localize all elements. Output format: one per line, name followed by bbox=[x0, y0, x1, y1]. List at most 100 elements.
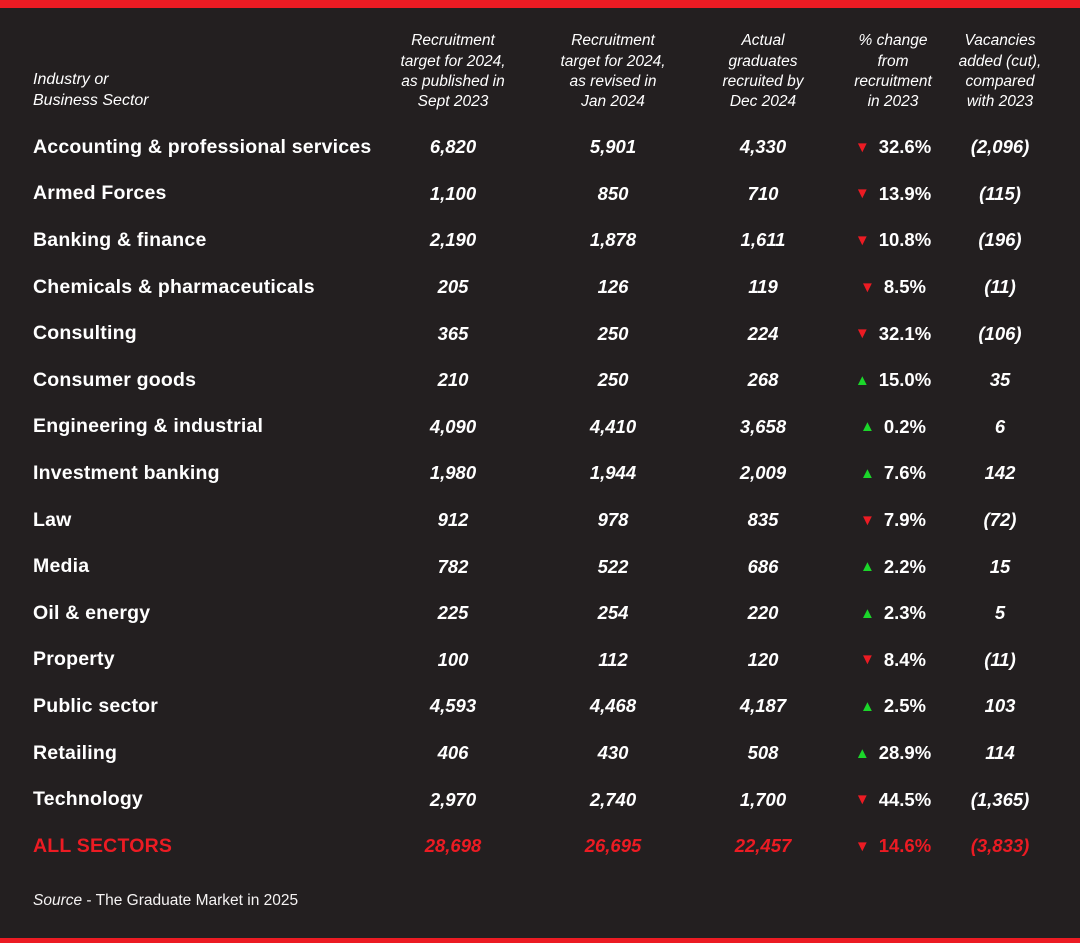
target-revised-value: 126 bbox=[597, 276, 629, 298]
table-row: Law 912 978 835 ▼ 7.9% (72) bbox=[33, 497, 1047, 544]
percent-change-value: 32.1% bbox=[878, 322, 932, 344]
actual-recruited-value: 686 bbox=[747, 555, 779, 577]
sector-label: Technology bbox=[33, 788, 143, 811]
vacancies-value: 5 bbox=[994, 602, 1006, 624]
sector-label: Consumer goods bbox=[33, 368, 197, 391]
vacancies-value: 142 bbox=[984, 462, 1016, 484]
target-published-value: 205 bbox=[437, 276, 469, 298]
target-published-value: 4,090 bbox=[429, 415, 477, 437]
target-published-value: 782 bbox=[437, 555, 469, 577]
vacancies-value: (196) bbox=[978, 229, 1022, 251]
percent-change-value: 7.9% bbox=[883, 509, 927, 531]
vacancies-value: 114 bbox=[985, 742, 1015, 764]
vacancies-value: (3,833) bbox=[970, 835, 1030, 857]
triangle-down-icon: ▼ bbox=[854, 185, 870, 203]
target-published-value: 912 bbox=[437, 509, 469, 531]
percent-change-value: 15.0% bbox=[878, 369, 932, 391]
vacancies-value: (11) bbox=[984, 276, 1016, 298]
actual-recruited-value: 508 bbox=[747, 742, 779, 764]
target-revised-value: 4,468 bbox=[589, 695, 637, 717]
percent-change-value: 10.8% bbox=[878, 229, 932, 251]
target-revised-value: 1,878 bbox=[589, 229, 637, 251]
triangle-up-icon: ▲ bbox=[859, 558, 875, 576]
percent-change-cell: ▲ 0.2% bbox=[833, 416, 953, 438]
actual-recruited-value: 22,457 bbox=[734, 835, 792, 857]
triangle-down-icon: ▼ bbox=[859, 511, 875, 529]
percent-change-value: 8.4% bbox=[883, 648, 927, 670]
column-header-target-revised: Recruitment target for 2024, as revised … bbox=[560, 32, 666, 110]
actual-recruited-value: 3,658 bbox=[739, 415, 787, 437]
target-revised-value: 1,944 bbox=[589, 462, 637, 484]
target-published-value: 100 bbox=[437, 648, 469, 670]
sector-label: Banking & finance bbox=[33, 228, 207, 251]
target-revised-value: 254 bbox=[597, 602, 629, 624]
triangle-down-icon: ▼ bbox=[859, 651, 875, 669]
vacancies-value: 35 bbox=[989, 369, 1011, 391]
graduate-market-table: Industry or Business Sector Recruitment … bbox=[33, 8, 1047, 910]
table-row: Accounting & professional services 6,820 5… bbox=[33, 124, 1047, 171]
triangle-down-icon: ▼ bbox=[854, 138, 870, 156]
sector-label: Consulting bbox=[33, 322, 137, 345]
triangle-up-icon: ▲ bbox=[859, 604, 875, 622]
sector-label: Media bbox=[33, 555, 90, 578]
triangle-down-icon: ▼ bbox=[854, 325, 870, 343]
triangle-up-icon: ▲ bbox=[859, 697, 875, 715]
table-row: Public sector 4,593 4,468 4,187 ▲ 2.5% 103 bbox=[33, 683, 1047, 730]
percent-change-value: 32.6% bbox=[878, 136, 932, 158]
target-published-value: 2,970 bbox=[429, 788, 477, 810]
sector-label: Law bbox=[33, 508, 72, 531]
source-label: Source bbox=[33, 891, 83, 909]
target-revised-value: 4,410 bbox=[589, 415, 637, 437]
percent-change-value: 44.5% bbox=[878, 788, 932, 810]
vacancies-value: 15 bbox=[989, 555, 1011, 577]
target-revised-value: 112 bbox=[598, 648, 628, 670]
sector-label: ALL SECTORS bbox=[33, 834, 173, 857]
actual-recruited-value: 224 bbox=[747, 322, 779, 344]
target-published-value: 406 bbox=[437, 742, 469, 764]
target-revised-value: 2,740 bbox=[589, 788, 637, 810]
target-revised-value: 430 bbox=[597, 742, 629, 764]
percent-change-cell: ▼ 8.4% bbox=[833, 649, 953, 671]
target-published-value: 4,593 bbox=[429, 695, 477, 717]
percent-change-cell: ▲ 15.0% bbox=[833, 369, 953, 391]
sector-label: Accounting & professional services bbox=[33, 135, 372, 158]
percent-change-value: 2.3% bbox=[883, 602, 927, 624]
target-published-value: 6,820 bbox=[429, 136, 477, 158]
percent-change-cell: ▼ 8.5% bbox=[833, 276, 953, 298]
percent-change-cell: ▼ 32.1% bbox=[833, 323, 953, 345]
percent-change-cell: ▼ 14.6% bbox=[833, 835, 953, 857]
actual-recruited-value: 1,611 bbox=[740, 229, 786, 251]
percent-change-cell: ▼ 13.9% bbox=[833, 183, 953, 205]
triangle-up-icon: ▲ bbox=[859, 464, 875, 482]
sector-label: Investment banking bbox=[33, 461, 220, 484]
percent-change-value: 14.6% bbox=[878, 835, 932, 857]
triangle-up-icon: ▲ bbox=[859, 418, 875, 436]
triangle-down-icon: ▼ bbox=[859, 278, 875, 296]
column-header-actual-recruited: Actual graduates recruited by Dec 2024 bbox=[722, 32, 804, 110]
percent-change-value: 13.9% bbox=[878, 182, 932, 204]
source-text: - The Graduate Market in 2025 bbox=[82, 891, 299, 909]
table-body: Accounting & professional services 6,820 5… bbox=[33, 124, 1047, 870]
target-revised-value: 978 bbox=[597, 509, 629, 531]
actual-recruited-value: 1,700 bbox=[739, 788, 787, 810]
percent-change-cell: ▼ 7.9% bbox=[833, 509, 953, 531]
target-published-value: 2,190 bbox=[429, 229, 477, 251]
column-header-target-published: Recruitment target for 2024, as publishe… bbox=[400, 32, 506, 110]
target-revised-value: 250 bbox=[597, 322, 629, 344]
actual-recruited-value: 4,330 bbox=[739, 136, 787, 158]
table-row: Technology 2,970 2,740 1,700 ▼ 44.5% (1,365) bbox=[33, 776, 1047, 823]
percent-change-value: 2.2% bbox=[883, 555, 927, 577]
actual-recruited-value: 835 bbox=[747, 509, 779, 531]
percent-change-cell: ▼ 10.8% bbox=[833, 229, 953, 251]
percent-change-cell: ▲ 2.2% bbox=[833, 556, 953, 578]
percent-change-value: 0.2% bbox=[883, 415, 927, 437]
target-published-value: 210 bbox=[437, 369, 469, 391]
table-row: Armed Forces 1,100 850 710 ▼ 13.9% (115) bbox=[33, 171, 1047, 218]
percent-change-cell: ▼ 32.6% bbox=[833, 136, 953, 158]
actual-recruited-value: 4,187 bbox=[739, 695, 787, 717]
percent-change-cell: ▼ 44.5% bbox=[833, 789, 953, 811]
table-row: Consumer goods 210 250 268 ▲ 15.0% 35 bbox=[33, 357, 1047, 404]
table-row: Banking & finance 2,190 1,878 1,611 ▼ 10.8% (1… bbox=[33, 217, 1047, 264]
table-row: Consulting 365 250 224 ▼ 32.1% (106) bbox=[33, 310, 1047, 357]
triangle-up-icon: ▲ bbox=[854, 744, 870, 762]
